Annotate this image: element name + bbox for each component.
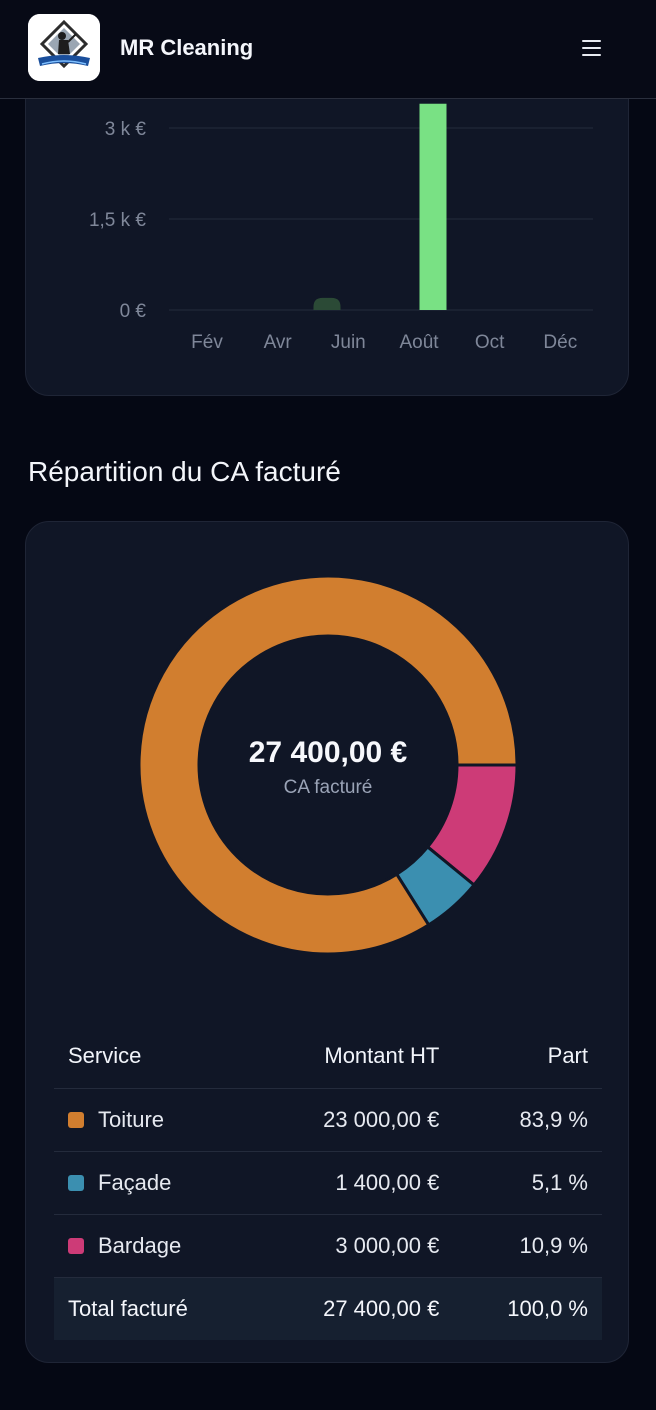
distribution-card: 27 400,00 € CA facturé Service Montant H… bbox=[25, 521, 629, 1363]
service-name: Bardage bbox=[98, 1233, 182, 1258]
total-label: Total facturé bbox=[54, 1277, 257, 1340]
share-cell: 10,9 % bbox=[453, 1214, 602, 1278]
hamburger-menu-icon[interactable] bbox=[572, 30, 610, 66]
x-tick-label: Août bbox=[399, 332, 439, 353]
bar[interactable] bbox=[419, 103, 447, 310]
donut-slice-toiture[interactable] bbox=[137, 574, 519, 956]
column-header-service: Service bbox=[54, 1024, 257, 1089]
app-header: MR Cleaning bbox=[0, 0, 656, 99]
service-breakdown-table: Service Montant HT Part Toiture 23 000,0… bbox=[54, 1024, 602, 1340]
table-total-row: Total facturé 27 400,00 € 100,0 % bbox=[54, 1277, 602, 1340]
service-cell: Toiture bbox=[54, 1088, 257, 1152]
mr-cleaning-logo[interactable] bbox=[28, 14, 100, 81]
x-tick-label: Déc bbox=[543, 332, 577, 353]
distribution-section-title: Répartition du CA facturé bbox=[28, 456, 341, 487]
column-header-amount: Montant HT bbox=[256, 1024, 454, 1089]
x-tick-label: Avr bbox=[264, 332, 293, 353]
service-name: Toiture bbox=[98, 1107, 165, 1132]
share-cell: 83,9 % bbox=[453, 1088, 602, 1152]
amount-cell: 23 000,00 € bbox=[256, 1088, 454, 1152]
donut-center-label: CA facturé bbox=[283, 777, 373, 798]
app-title: MR Cleaning bbox=[120, 35, 254, 60]
total-share: 100,0 % bbox=[453, 1277, 602, 1340]
x-tick-label: Fév bbox=[191, 332, 223, 353]
service-cell: Façade bbox=[54, 1151, 257, 1215]
menu-line bbox=[581, 54, 601, 56]
y-tick-label: 3 k € bbox=[105, 119, 147, 140]
monthly-revenue-card: 3 k € 1,5 k € 0 € Fév Avr Juin Août Oct Déc bbox=[25, 40, 629, 396]
menu-line bbox=[581, 47, 601, 49]
share-cell: 5,1 % bbox=[453, 1151, 602, 1215]
x-tick-label: Juin bbox=[331, 332, 366, 353]
bar[interactable] bbox=[313, 297, 341, 310]
table-header-row: Service Montant HT Part bbox=[54, 1024, 602, 1089]
legend-swatch bbox=[68, 1175, 84, 1191]
menu-line bbox=[581, 40, 601, 42]
y-tick-label: 0 € bbox=[120, 301, 147, 322]
y-tick-label: 1,5 k € bbox=[89, 210, 146, 231]
donut-center-value: 27 400,00 € bbox=[248, 736, 408, 769]
x-tick-label: Oct bbox=[475, 332, 505, 353]
column-header-share: Part bbox=[453, 1024, 602, 1089]
service-cell: Bardage bbox=[54, 1214, 257, 1278]
table-row: Façade 1 400,00 € 5,1 % bbox=[54, 1151, 602, 1215]
total-amount: 27 400,00 € bbox=[256, 1277, 454, 1340]
logo-icon bbox=[28, 14, 100, 81]
revenue-donut-chart bbox=[137, 574, 519, 956]
table-row: Toiture 23 000,00 € 83,9 % bbox=[54, 1088, 602, 1152]
service-name: Façade bbox=[98, 1170, 172, 1195]
monthly-revenue-chart: 3 k € 1,5 k € 0 € Fév Avr Juin Août Oct Déc bbox=[89, 103, 593, 353]
legend-swatch bbox=[68, 1238, 84, 1254]
amount-cell: 3 000,00 € bbox=[256, 1214, 454, 1278]
legend-swatch bbox=[68, 1112, 84, 1128]
amount-cell: 1 400,00 € bbox=[256, 1151, 454, 1215]
table-row: Bardage 3 000,00 € 10,9 % bbox=[54, 1214, 602, 1278]
